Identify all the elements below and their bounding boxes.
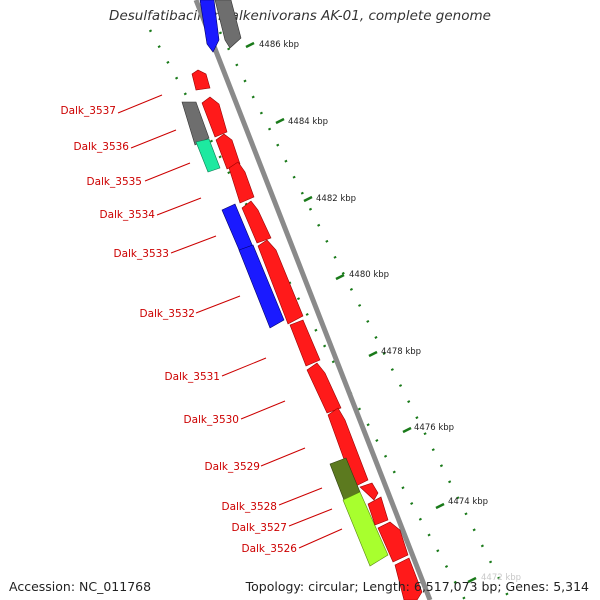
gene-arrow[interactable] (367, 496, 389, 526)
gene-label-text: Dalk_3534 (100, 209, 156, 221)
tick-4474: 4474 kbp (435, 497, 488, 510)
tick-label: 4482 kbp (316, 194, 356, 204)
gene-arrow[interactable] (241, 200, 272, 244)
gene-labels: Dalk_3537 Dalk_3536 Dalk_3535 Dalk_3534 … (61, 94, 343, 555)
gene-label-text: Dalk_3532 (140, 308, 196, 320)
gene-arrow[interactable] (191, 69, 211, 91)
gene-arrow[interactable] (195, 138, 221, 173)
gene-features (181, 0, 423, 600)
gene-label-dalk-3529[interactable]: Dalk_3529 (205, 447, 306, 473)
tick-label: 4484 kbp (288, 117, 328, 127)
gene-arrow[interactable] (238, 244, 285, 329)
gene-label-dalk-3532[interactable]: Dalk_3532 (140, 295, 241, 320)
gene-arrow[interactable] (257, 239, 304, 325)
gene-label-dalk-3535[interactable]: Dalk_3535 (87, 162, 191, 188)
gene-arrow[interactable] (228, 161, 255, 204)
gene-label-dalk-3536[interactable]: Dalk_3536 (74, 129, 177, 153)
gene-label-text: Dalk_3528 (222, 501, 278, 513)
gene-arrow[interactable] (359, 482, 379, 501)
gene-label-text: Dalk_3531 (165, 371, 221, 383)
gene-arrow[interactable] (215, 133, 241, 170)
genome-summary-text: Topology: circular; Length: 6,517,073 bp… (245, 579, 589, 594)
gene-label-text: Dalk_3529 (205, 461, 261, 473)
gene-arrow[interactable] (289, 319, 321, 367)
gene-label-text: Dalk_3537 (61, 105, 117, 117)
gene-label-text: Dalk_3530 (184, 414, 240, 426)
gene-label-dalk-3531[interactable]: Dalk_3531 (165, 357, 267, 383)
gene-label-text: Dalk_3527 (232, 522, 288, 534)
gene-label-dalk-3527[interactable]: Dalk_3527 (232, 508, 333, 534)
gene-label-dalk-3528[interactable]: Dalk_3528 (222, 487, 323, 513)
gene-arrow[interactable] (306, 362, 342, 414)
gene-arrow[interactable] (199, 0, 220, 53)
gene-label-text: Dalk_3536 (74, 141, 130, 153)
tick-label: 4478 kbp (381, 347, 421, 357)
gene-arrow[interactable] (377, 521, 409, 563)
gene-label-dalk-3534[interactable]: Dalk_3534 (100, 197, 202, 221)
gene-label-text: Dalk_3535 (87, 176, 143, 188)
gene-label-dalk-3537[interactable]: Dalk_3537 (61, 94, 163, 117)
gene-label-text: Dalk_3526 (242, 543, 298, 555)
gene-label-dalk-3530[interactable]: Dalk_3530 (184, 400, 286, 426)
tick-label: 4472 kbp (481, 573, 521, 583)
gene-label-text: Dalk_3533 (114, 248, 170, 260)
backbone (193, 0, 433, 600)
gene-arrow[interactable] (201, 96, 228, 138)
gene-label-dalk-3526[interactable]: Dalk_3526 (242, 528, 343, 555)
backbone-line (193, 0, 433, 600)
tick-label: 4486 kbp (259, 40, 299, 50)
gene-arrow[interactable] (342, 491, 389, 567)
tick-4482: 4482 kbp (303, 194, 356, 204)
accession-text: Accession: NC_011768 (9, 579, 152, 594)
gene-arrow[interactable] (394, 557, 423, 600)
kbp-ticks: 4486 kbp 4484 kbp 4482 kbp 4480 kbp 4478… (245, 40, 521, 584)
tick-4486: 4486 kbp (245, 40, 299, 50)
tick-4476: 4476 kbp (402, 423, 454, 434)
tick-4472: 4472 kbp (467, 573, 521, 584)
tick-4478: 4478 kbp (368, 347, 421, 358)
gene-arrow[interactable] (181, 101, 210, 146)
tick-4484: 4484 kbp (275, 117, 328, 127)
tick-label: 4480 kbp (349, 270, 389, 280)
gene-arrow[interactable] (214, 0, 242, 49)
gene-label-dalk-3533[interactable]: Dalk_3533 (114, 235, 217, 260)
tick-4480: 4480 kbp (335, 270, 389, 281)
tick-label: 4474 kbp (448, 497, 488, 507)
tick-label: 4476 kbp (414, 423, 454, 433)
